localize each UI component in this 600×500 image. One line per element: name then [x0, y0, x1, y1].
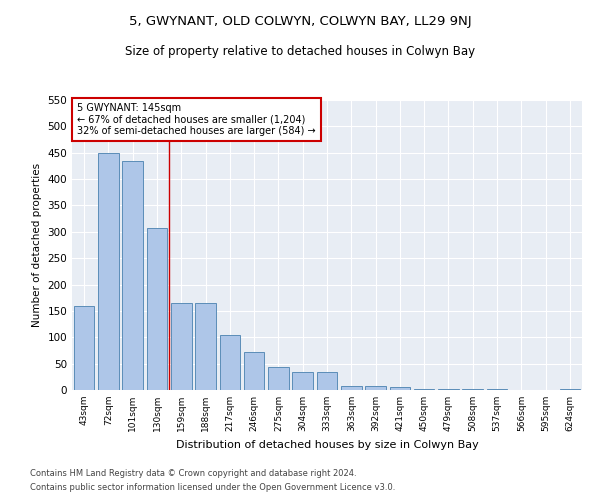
Bar [74, 306, 94, 390]
Text: 5, GWYNANT, OLD COLWYN, COLWYN BAY, LL29 9NJ: 5, GWYNANT, OLD COLWYN, COLWYN BAY, LL29… [128, 15, 472, 28]
Text: Size of property relative to detached houses in Colwyn Bay: Size of property relative to detached ho… [125, 45, 475, 58]
Bar [317, 372, 337, 390]
Bar [341, 386, 362, 390]
Bar [268, 368, 289, 390]
Bar [195, 303, 216, 390]
Text: Contains public sector information licensed under the Open Government Licence v3: Contains public sector information licen… [30, 484, 395, 492]
Text: Contains HM Land Registry data © Crown copyright and database right 2024.: Contains HM Land Registry data © Crown c… [30, 468, 356, 477]
Bar [292, 372, 313, 390]
Y-axis label: Number of detached properties: Number of detached properties [32, 163, 42, 327]
Bar [220, 334, 240, 390]
Bar [389, 388, 410, 390]
Bar [365, 386, 386, 390]
Bar [171, 303, 191, 390]
Bar [122, 160, 143, 390]
Bar [244, 352, 265, 390]
Bar [98, 152, 119, 390]
Bar [146, 228, 167, 390]
Bar [560, 389, 580, 390]
X-axis label: Distribution of detached houses by size in Colwyn Bay: Distribution of detached houses by size … [176, 440, 478, 450]
Text: 5 GWYNANT: 145sqm
← 67% of detached houses are smaller (1,204)
32% of semi-detac: 5 GWYNANT: 145sqm ← 67% of detached hous… [77, 103, 316, 136]
